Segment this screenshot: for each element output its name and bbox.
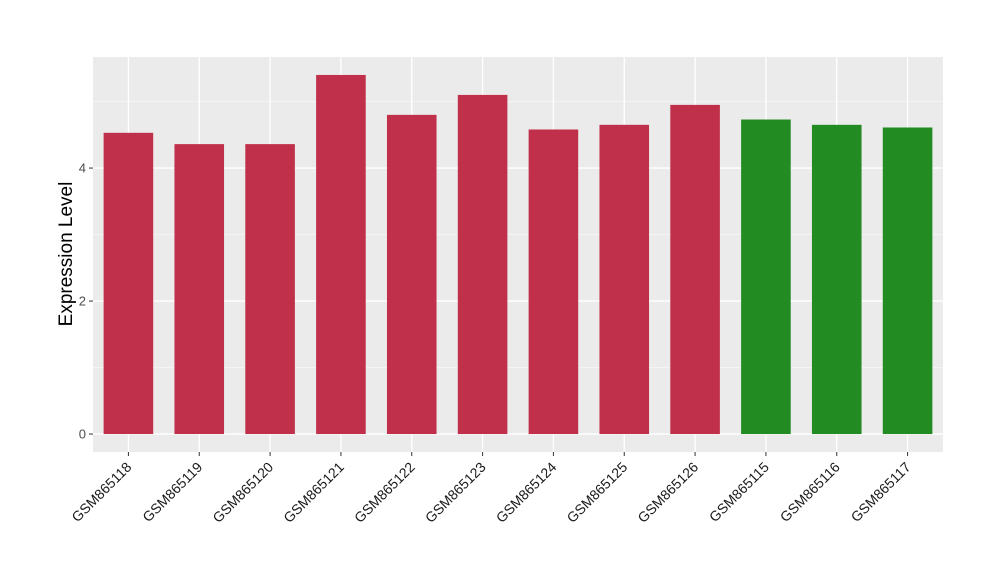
bar <box>670 104 720 435</box>
x-tick-label: GSM865117 <box>848 459 914 525</box>
bar <box>528 129 579 435</box>
x-tick-label: GSM865125 <box>563 459 630 526</box>
x-tick-label: GSM865118 <box>68 459 134 525</box>
x-tick-label: GSM865115 <box>706 459 772 525</box>
x-tick-label: GSM865122 <box>351 459 418 526</box>
bars <box>103 74 933 435</box>
x-axis: GSM865118 GSM865119 GSM865120 GSM865121 GSM8… <box>68 452 914 526</box>
x-tick-label: GSM865116 <box>777 459 843 525</box>
bar <box>741 119 791 435</box>
y-tick-label: 0 <box>79 427 86 442</box>
bar <box>599 124 650 435</box>
y-tick-label: 4 <box>79 161 86 176</box>
x-tick-label: GSM865124 <box>493 459 560 526</box>
grid-minor <box>93 101 943 368</box>
x-tick-label: GSM865120 <box>209 459 276 526</box>
y-axis: 0 2 4 <box>79 161 93 442</box>
bar <box>811 124 862 435</box>
bar <box>316 74 366 435</box>
x-tick-label: GSM865119 <box>139 459 205 525</box>
x-tick-label: GSM865126 <box>634 459 701 526</box>
y-tick-label: 2 <box>79 294 86 309</box>
x-tick-label: GSM865123 <box>422 459 489 526</box>
bar <box>103 132 154 435</box>
bar <box>245 144 295 435</box>
bar <box>386 114 437 435</box>
panel-background <box>93 57 943 452</box>
bar <box>457 94 508 435</box>
bar <box>882 127 933 435</box>
bar <box>174 144 225 435</box>
y-axis-title: Expression Level <box>56 182 77 327</box>
x-tick-label: GSM865121 <box>280 459 347 526</box>
